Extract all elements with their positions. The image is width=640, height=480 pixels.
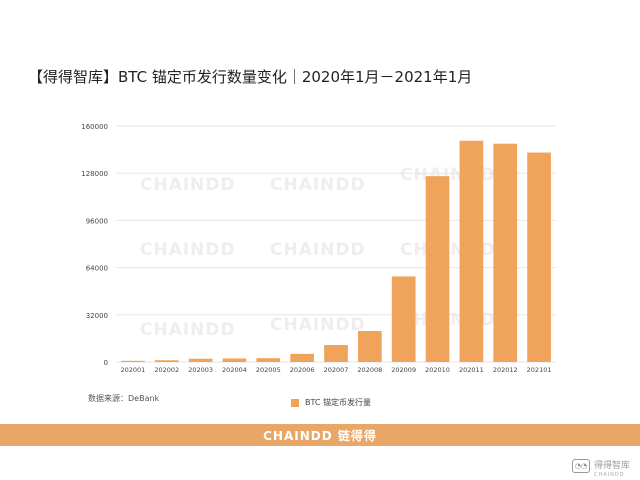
bar	[154, 360, 179, 362]
footer-banner: CHAINDD 链得得	[0, 424, 640, 446]
bar	[256, 358, 281, 362]
bar	[425, 176, 450, 362]
x-tick-label: 202009	[391, 366, 416, 374]
x-tick-label: 202004	[222, 366, 247, 374]
y-tick-label: 96000	[86, 217, 108, 225]
x-tick-label: 202101	[527, 366, 552, 374]
x-tick-label: 202001	[121, 366, 146, 374]
watermark-sub: CHAINDD	[593, 472, 625, 478]
y-tick-label: 160000	[81, 123, 108, 131]
bar	[527, 152, 551, 362]
watermark-label: 得得智库	[593, 461, 630, 471]
bg-watermark: CHAINDD	[270, 240, 366, 260]
x-tick-label: 202008	[357, 366, 382, 374]
bar	[121, 360, 145, 362]
bar	[493, 143, 518, 362]
x-tick-label: 202006	[290, 366, 315, 374]
bar-chart: CHAINDD CHAINDD CHAINDD CHAINDD CHAINDD CHAIN…	[81, 123, 556, 374]
x-tick-label: 202003	[188, 366, 213, 374]
y-tick-label: 32000	[86, 312, 108, 320]
corner-watermark: ◔◔ 得得智库 CHAINDD	[571, 453, 630, 478]
x-tick-label: 202005	[256, 366, 281, 374]
legend: BTC 锚定币发行量	[291, 397, 371, 408]
x-tick-label: 202002	[154, 366, 179, 374]
legend-swatch	[291, 398, 299, 407]
bar	[459, 140, 484, 362]
bg-watermark: CHAINDD	[140, 320, 236, 340]
bar	[358, 331, 382, 362]
bg-watermark: CHAINDD	[270, 175, 366, 195]
data-source: 数据来源：DeBank	[88, 394, 160, 403]
footer-brand: CHAINDD 链得得	[263, 428, 377, 443]
legend-label: BTC 锚定币发行量	[305, 398, 372, 407]
y-tick-label: 0	[104, 359, 108, 367]
watermark-text: 得得智库 CHAINDD	[594, 453, 630, 478]
x-tick-label: 202007	[324, 366, 349, 374]
x-tick-label: 202011	[459, 366, 484, 374]
bg-watermark: CHAINDD	[140, 240, 236, 260]
y-tick-label: 64000	[86, 265, 108, 273]
chat-icon: ◔◔	[571, 458, 590, 473]
bg-watermark: CHAINDD	[270, 315, 366, 335]
bar	[188, 358, 213, 362]
chart-title: 【得得智库】BTC 锚定币发行数量变化｜2020年1月－2021年1月	[28, 68, 473, 86]
bar	[391, 276, 416, 362]
bar	[222, 358, 247, 362]
x-tick-label: 202012	[493, 366, 518, 374]
bg-watermark: CHAINDD	[140, 175, 236, 195]
y-tick-label: 128000	[81, 170, 108, 178]
bar	[290, 353, 314, 362]
bar	[324, 345, 348, 362]
x-tick-label: 202010	[425, 366, 450, 374]
